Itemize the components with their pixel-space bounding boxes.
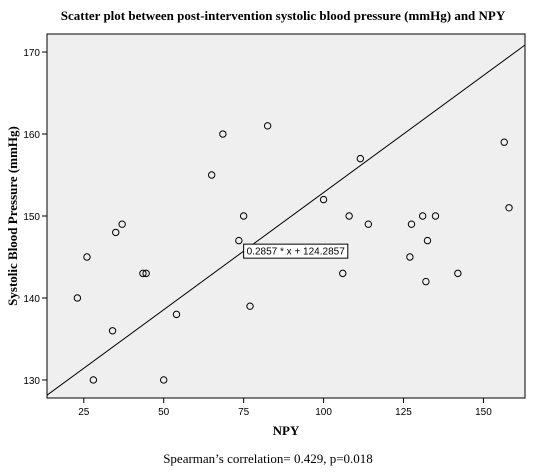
- data-point: [219, 130, 227, 138]
- data-point: [364, 220, 373, 228]
- x-tick-label: 25: [78, 407, 90, 418]
- data-point: [73, 294, 82, 302]
- data-point: [139, 269, 147, 278]
- data-point: [418, 212, 427, 220]
- fit-equation-label: 0.2857 * x + 124.2857: [247, 247, 346, 258]
- data-point: [89, 376, 98, 384]
- data-point: [112, 228, 120, 237]
- data-point: [246, 302, 254, 310]
- data-point: [207, 171, 216, 179]
- data-point: [239, 212, 248, 220]
- x-tick-label: 150: [475, 407, 492, 418]
- data-point: [83, 253, 91, 261]
- data-point: [500, 138, 508, 146]
- chart-title: Scatter plot between post-intervention s…: [61, 8, 506, 23]
- fit-line-layer: [46, 44, 526, 396]
- data-point: [235, 236, 243, 245]
- y-tick-label: 140: [23, 294, 40, 305]
- data-point: [423, 236, 432, 245]
- y-tick-label: 170: [23, 48, 40, 59]
- data-point: [356, 154, 365, 163]
- data-point: [431, 212, 440, 220]
- data-point: [319, 195, 328, 204]
- data-point: [345, 212, 353, 220]
- y-axis-title: Systolic Blood Pressure (mmHg): [5, 126, 20, 306]
- data-point: [505, 204, 513, 212]
- data-point: [422, 277, 430, 286]
- data-points: [73, 122, 513, 384]
- data-point: [142, 269, 150, 278]
- data-point: [118, 220, 126, 228]
- y-tick-label: 160: [23, 130, 40, 141]
- data-point: [406, 253, 414, 261]
- plot-area: [46, 33, 526, 399]
- data-point: [407, 220, 416, 228]
- data-point: [339, 269, 347, 278]
- x-axis-title: NPY: [273, 423, 300, 438]
- fit-line: [46, 44, 526, 396]
- data-point: [454, 269, 462, 278]
- y-tick-label: 130: [23, 376, 40, 387]
- fit-label-box: [243, 243, 349, 259]
- x-tick-label: 100: [315, 407, 332, 418]
- fit-label-layer: 0.2857 * x + 124.2857: [243, 243, 349, 259]
- data-point: [263, 122, 272, 130]
- data-point: [172, 310, 181, 319]
- data-point: [160, 376, 168, 384]
- y-tick-label: 150: [23, 212, 40, 223]
- x-tick-label: 75: [238, 407, 250, 418]
- data-point: [108, 327, 117, 335]
- x-tick-label: 50: [158, 407, 170, 418]
- correlation-note: Spearman’s correlation= 0.429, p=0.018: [163, 451, 373, 466]
- axis-ticks: 25 50 75 100 125 150 130 140 150 160 170: [23, 48, 492, 418]
- x-tick-label: 125: [395, 407, 412, 418]
